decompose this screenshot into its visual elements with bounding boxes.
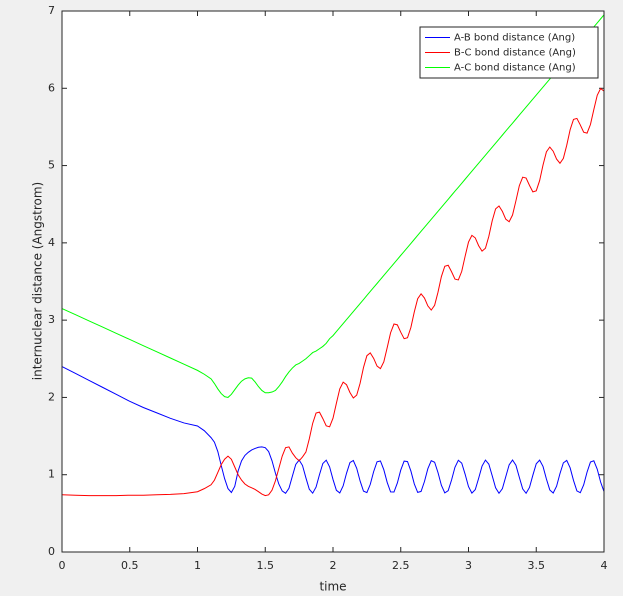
y-tick-label: 4 [48,236,55,249]
y-tick-label: 3 [48,313,55,326]
data-line [61,87,605,497]
x-tick-label: 0.5 [121,559,139,572]
data-line [61,366,605,495]
y-tick-label: 1 [48,468,55,481]
y-tick-label: 2 [48,390,55,403]
plot-area [62,11,604,552]
x-tick-label: 2.5 [392,559,410,572]
legend-label: A-B bond distance (Ang) [454,33,575,44]
y-tick-label: 7 [48,4,55,17]
x-tick-label: 2 [330,559,337,572]
x-tick-label: 3.5 [528,559,546,572]
axes-box [61,10,605,553]
x-tick-label: 1.5 [257,559,275,572]
legend-label: B-C bond distance (Ang) [454,48,576,59]
legend: A-B bond distance (Ang) B-C bond distance… [419,26,599,79]
y-tick-label: 0 [48,545,55,558]
legend-label: A-C bond distance (Ang) [454,63,576,74]
y-tick-label: 6 [48,81,55,94]
x-tick-label: 4 [601,559,608,572]
x-tick-label: 3 [465,559,472,572]
y-tick-label: 5 [48,159,55,172]
x-tick-label: 0 [59,559,66,572]
x-axis-label: time [319,580,346,594]
data-line [61,14,605,398]
x-tick-label: 1 [194,559,201,572]
y-axis-label: internuclear distance (Angstrom) [31,182,45,381]
